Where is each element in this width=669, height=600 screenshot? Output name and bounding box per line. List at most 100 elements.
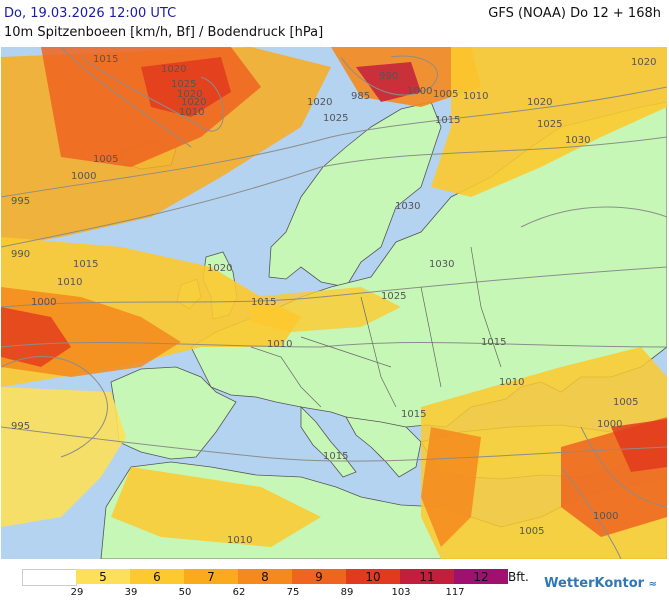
isobar-label: 1005 — [93, 154, 118, 165]
isobar-label: 1000 — [31, 297, 56, 308]
isobar-label: 1000 — [597, 419, 622, 430]
legend-bft-label: 7 — [207, 570, 215, 584]
isobar-5 — [1, 426, 667, 462]
gust-area-azores — [1, 387, 126, 527]
border-1 — [250, 346, 322, 408]
isobar-label: 1015 — [323, 451, 348, 462]
isobar-label: 990 — [11, 249, 30, 260]
isobar-label: 1020 — [527, 97, 552, 108]
isobar-label: 1005 — [433, 89, 458, 100]
isobar-label: 1015 — [435, 115, 460, 126]
legend-swatch: 8 — [238, 569, 293, 584]
isobar-labels: 1015 1020 1025 1020 1020 1010 1005 1000 … — [11, 54, 656, 546]
isobar-label: 1020 — [207, 263, 232, 274]
legend-swatch: 9 — [292, 569, 347, 584]
isobar-label: 1015 — [93, 54, 118, 65]
isobar-10 — [520, 206, 667, 228]
isobar-label: 995 — [11, 196, 30, 207]
legend-swatch: 11 — [400, 569, 455, 584]
isobar-label: 1015 — [401, 409, 426, 420]
isobar-label: 1025 — [537, 119, 562, 130]
gust-area-aegean — [421, 427, 481, 547]
isobar-label: 1020 — [307, 97, 332, 108]
isobar-label: 1030 — [429, 259, 454, 270]
gust-area-northeast — [431, 47, 667, 197]
gust-area-core-west — [141, 57, 231, 117]
border-3 — [360, 296, 397, 408]
legend-bft-label: 10 — [365, 570, 381, 584]
isobar-label: 1010 — [463, 91, 488, 102]
legend-threshold: 62 — [232, 587, 246, 598]
isobar-1 — [1, 86, 667, 198]
isobar-label: 1010 — [267, 339, 292, 350]
legend-bft-label: 6 — [153, 570, 161, 584]
legend-swatch: 12 — [454, 569, 509, 584]
isobar-label: 995 — [11, 421, 30, 432]
legend-swatch — [22, 569, 77, 586]
legend-threshold: 117 — [445, 587, 465, 598]
isobar-label: 1005 — [519, 526, 544, 537]
isobar-label: 1010 — [227, 535, 252, 546]
map-date: Do, 19.03.2026 12:00 UTC — [4, 6, 177, 21]
gust-areas — [1, 47, 667, 559]
weather-map: 1015 1020 1025 1020 1020 1010 1005 1000 … — [1, 47, 667, 559]
legend-threshold: 75 — [286, 587, 300, 598]
isobar-label: 1005 — [613, 397, 638, 408]
isobar-label: 1015 — [481, 337, 506, 348]
border-4 — [420, 286, 442, 388]
legend-bft-label: 11 — [419, 570, 435, 584]
isobar-label: 1025 — [171, 79, 196, 90]
isobar-label: 1025 — [323, 113, 348, 124]
border-5 — [470, 246, 502, 368]
isobar-label: 1015 — [73, 259, 98, 270]
gust-area-mesopotamia-core — [611, 419, 667, 472]
isobar-label: 1025 — [381, 291, 406, 302]
country-borders — [250, 246, 502, 408]
isobar-6 — [80, 56, 224, 132]
isobar-label: 1000 — [593, 511, 618, 522]
isobar-label: 1020 — [177, 89, 202, 100]
isobar-label: 1020 — [181, 97, 206, 108]
brand-name: WetterKontor — [544, 576, 645, 591]
isobar-label: 985 — [351, 91, 370, 102]
legend-bft-label: 12 — [473, 570, 489, 584]
legend-swatch: 10 — [346, 569, 401, 584]
legend-threshold: 39 — [124, 587, 138, 598]
legend-threshold: 103 — [391, 587, 411, 598]
legend-unit: Bft. — [508, 570, 529, 584]
gust-area-north-sea — [251, 287, 401, 332]
map-canvas: 1015 1020 1025 1020 1020 1010 1005 1000 … — [1, 47, 667, 559]
isobar-label: 1000 — [71, 171, 96, 182]
isobar-label: 1010 — [179, 107, 204, 118]
isobar-label: 1020 — [161, 64, 186, 75]
isobar-label: 1010 — [57, 277, 82, 288]
isobar-4 — [1, 342, 667, 348]
legend-bft-label: 9 — [315, 570, 323, 584]
isobar-label: 1030 — [565, 135, 590, 146]
gust-area-atlantic-core — [1, 307, 71, 367]
legend-threshold: 50 — [178, 587, 192, 598]
isobar-7 — [60, 47, 192, 148]
isobars — [1, 47, 667, 559]
legend-threshold: 29 — [70, 587, 84, 598]
isobar-label: 1000 — [407, 86, 432, 97]
legend-swatch: 6 — [130, 569, 185, 584]
isobar-label: 1015 — [251, 297, 276, 308]
gust-area-maghreb — [111, 467, 321, 547]
isobar-3 — [1, 266, 667, 308]
gust-area-core-north — [356, 62, 421, 102]
isobar-label: 990 — [379, 71, 398, 82]
isobar-8 — [340, 55, 438, 96]
model-run: GFS (NOAA) Do 12 + 168h — [488, 6, 661, 21]
isobar-11 — [580, 426, 667, 508]
isobar-9 — [1, 356, 108, 458]
legend-threshold: 89 — [340, 587, 354, 598]
isobar-2 — [1, 136, 667, 248]
legend-swatch: 5 — [76, 569, 131, 584]
brand-logo[interactable]: WetterKontor ≈ — [544, 576, 657, 591]
isobar-label: 1010 — [499, 377, 524, 388]
map-parameter: 10m Spitzenboeen [km/h, Bf] / Bodendruck… — [4, 25, 324, 40]
border-2 — [300, 336, 392, 368]
legend-bft-label: 5 — [99, 570, 107, 584]
legend-bft-label: 8 — [261, 570, 269, 584]
